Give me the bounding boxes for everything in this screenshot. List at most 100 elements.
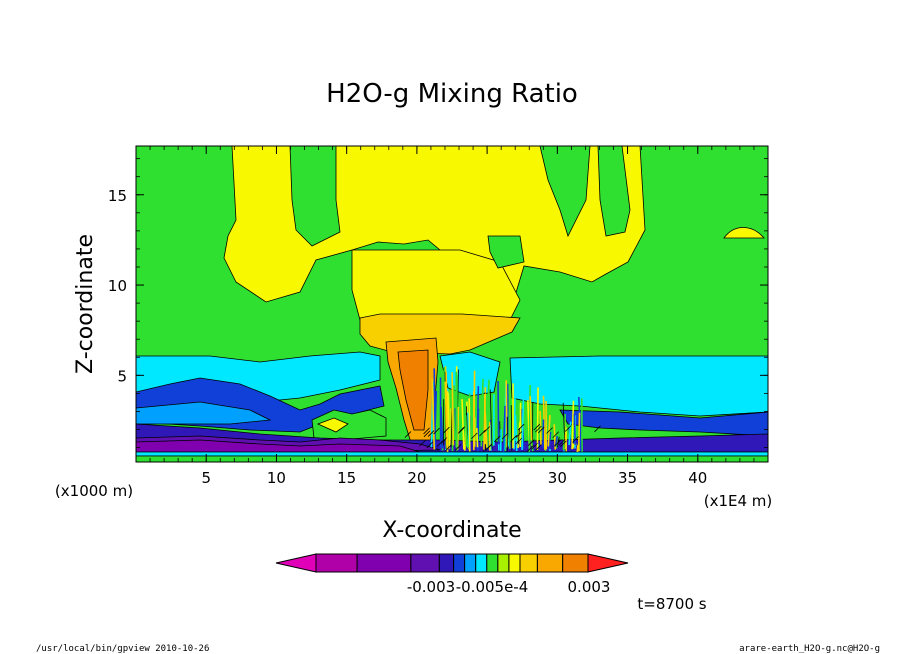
convective-stripe <box>514 414 518 452</box>
convective-stripe <box>510 405 513 452</box>
convective-stripe <box>576 445 579 452</box>
convective-stripe <box>571 443 575 449</box>
convective-stripe <box>535 444 542 451</box>
convective-stripe <box>473 370 476 449</box>
convective-stripe <box>468 398 471 452</box>
x-tick-label: 5 <box>201 469 211 487</box>
contour-band-yellow-low <box>316 417 349 433</box>
convective-stripe <box>505 380 508 448</box>
convective-stripe <box>571 400 575 450</box>
convective-stripe <box>458 427 465 434</box>
convective-stripe <box>572 436 579 443</box>
convective-stripe <box>450 408 453 448</box>
x-tick-label: 15 <box>337 469 356 487</box>
convective-stripe <box>531 442 538 450</box>
convective-stripe <box>451 372 455 446</box>
colorbar-segment <box>536 553 564 573</box>
convective-stripe <box>445 444 452 452</box>
convective-stripe <box>510 435 518 442</box>
colorbar-segment <box>497 553 510 573</box>
contour-band-cyan-small <box>136 401 272 425</box>
colorbar-tick-label: 0.003 <box>568 578 611 596</box>
convective-stripe <box>539 410 542 446</box>
convective-stripe <box>517 423 525 431</box>
convective-stripe <box>493 435 501 443</box>
convective-stripe <box>508 381 511 449</box>
convective-stripe <box>502 405 506 452</box>
chart-title: H2O-g Mixing Ratio <box>326 79 578 109</box>
convective-stripe <box>515 431 523 438</box>
y-tick-label: 15 <box>108 187 127 205</box>
colorbar-segment <box>519 553 538 573</box>
contour-band-cyan-bottom <box>136 451 768 457</box>
convective-stripe <box>529 396 533 446</box>
contour-band-blue-right <box>559 409 768 437</box>
convective-stripe <box>486 383 490 450</box>
convective-stripe <box>536 387 539 451</box>
x-units-right: (x1E4 m) <box>704 492 773 510</box>
convective-stripe <box>431 378 436 450</box>
convective-stripe <box>485 443 493 451</box>
contour-band-yellow-island <box>723 227 765 239</box>
plot-frame <box>135 145 769 463</box>
contour-band-cyan-right <box>509 355 768 417</box>
y-axis: 5 10 15 <box>108 158 768 448</box>
contour-field <box>136 146 768 462</box>
convective-stripe <box>426 441 434 449</box>
convective-stripe <box>501 432 509 440</box>
convective-stripe <box>483 426 491 433</box>
convective-stripe <box>533 423 541 431</box>
x-tick-label: 35 <box>618 469 637 487</box>
convective-stripe <box>464 415 468 447</box>
colorbar-segment <box>475 553 488 573</box>
convective-stripe <box>537 426 545 434</box>
x-tick-label: 40 <box>688 469 707 487</box>
convective-stripe <box>404 431 412 438</box>
x-tick-label: 20 <box>407 469 426 487</box>
convective-stripe <box>528 384 531 452</box>
convective-stripe <box>423 430 431 438</box>
convective-stripe <box>594 425 601 433</box>
y-axis-label: Z-coordinate <box>73 234 98 374</box>
convective-stripe <box>535 425 542 433</box>
convective-stripe <box>440 437 448 444</box>
convective-stripe <box>497 381 500 445</box>
convective-stripe <box>479 429 486 437</box>
colorbar-segment <box>486 553 499 573</box>
contour-band-green-bottom <box>136 455 768 462</box>
convective-stripe <box>433 427 440 435</box>
convective-stripe <box>521 390 525 450</box>
x-units-left: (x1000 m) <box>55 482 133 500</box>
convective-stripe <box>548 432 552 450</box>
x-tick-label: 10 <box>267 469 286 487</box>
convective-stripe <box>461 399 465 450</box>
convective-stripe <box>577 412 581 452</box>
colorbar-segment <box>356 553 412 573</box>
colorbar: -0.003 -0.005e-4 0.003 <box>275 553 629 596</box>
convective-stripe <box>476 428 479 448</box>
convective-stripe <box>489 389 493 450</box>
contour-band-orange-core <box>397 349 429 431</box>
colorbar-arrow-right <box>587 553 629 573</box>
colorbar-segment <box>315 553 358 573</box>
convective-stripe <box>564 425 572 432</box>
x-axis-label: X-coordinate <box>382 518 521 543</box>
contour-band-green-upper-right <box>539 146 591 238</box>
convective-stripe <box>560 440 567 448</box>
convective-stripe <box>433 368 437 450</box>
convective-stripe <box>515 437 523 445</box>
colorbar-segment <box>410 553 440 573</box>
y-tick-label: 5 <box>117 367 127 385</box>
convective-stripe <box>447 392 451 449</box>
footer-left: /usr/local/bin/gpview 2010-10-26 <box>36 644 209 654</box>
colorbar-segment <box>562 553 589 573</box>
colorbar-segment <box>508 553 521 573</box>
convective-stripe <box>528 439 535 446</box>
convective-stripe <box>527 444 534 452</box>
convective-stripe <box>480 379 484 447</box>
convective-stripe <box>558 438 566 446</box>
footer-right: arare-earth_H2O-g.nc@H2O-g <box>739 644 880 654</box>
convective-stripe <box>546 427 553 434</box>
colorbar-tick-label: -0.003 <box>407 578 455 596</box>
